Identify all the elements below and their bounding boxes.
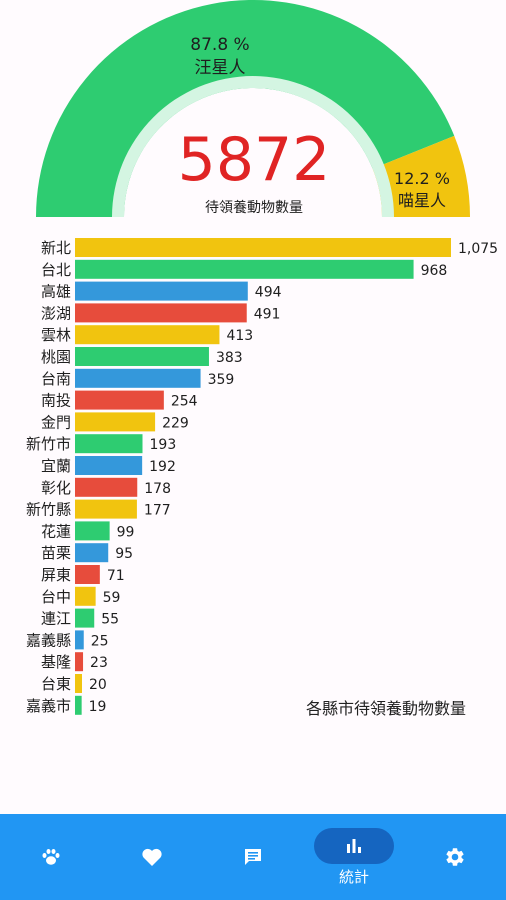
dog-share-arc	[36, 0, 455, 217]
category-label: 台南	[41, 370, 71, 388]
bar	[75, 303, 247, 323]
value-label: 19	[89, 699, 107, 715]
value-label: 25	[91, 633, 109, 649]
bar	[75, 390, 164, 410]
category-label: 新竹縣	[26, 501, 71, 519]
bottom-navigation: 統計	[0, 814, 506, 900]
nav-messages[interactable]	[203, 814, 303, 900]
category-label: 基隆	[41, 653, 71, 671]
category-label: 連江	[41, 610, 71, 628]
county-bar-chart: 新北 1,075 台北 968 高雄 494 澎湖 491 雲林 413 桃園 383 台南 359 南投 2…	[26, 238, 498, 715]
category-label: 彰化	[41, 479, 71, 497]
value-label: 383	[216, 350, 243, 366]
chart-caption: 各縣市待領養動物數量	[306, 699, 467, 718]
value-label: 178	[144, 481, 171, 497]
nav-statistics[interactable]: 統計	[304, 814, 404, 900]
value-label: 192	[149, 459, 176, 475]
category-label: 花蓮	[41, 522, 71, 540]
heart-icon	[142, 848, 162, 866]
category-label: 澎湖	[41, 304, 71, 322]
bar	[75, 238, 451, 257]
nav-favorites[interactable]	[102, 814, 202, 900]
total-label: 待領養動物數量	[205, 199, 303, 216]
value-label: 413	[226, 328, 253, 344]
value-label: 55	[101, 612, 119, 628]
cat-percent: 12.2 %	[394, 169, 450, 188]
nav-statistics-label: 統計	[338, 867, 369, 886]
bar	[75, 674, 82, 693]
bar	[75, 630, 84, 650]
dog-percent: 87.8 %	[190, 35, 249, 55]
bar	[75, 586, 96, 606]
bar	[75, 652, 84, 672]
category-label: 宜蘭	[41, 457, 71, 475]
bar	[75, 325, 220, 345]
bar	[75, 412, 156, 432]
bar	[75, 695, 82, 715]
nav-paw-pill	[11, 839, 91, 875]
value-label: 968	[421, 263, 448, 279]
value-label: 20	[89, 677, 107, 693]
value-label: 95	[115, 546, 133, 562]
value-label: 59	[103, 590, 121, 606]
bar	[75, 565, 100, 584]
dog-label: 汪星人	[195, 58, 246, 78]
bar	[75, 434, 143, 454]
cat-share-arc	[372, 135, 470, 217]
total-count: 5872	[178, 125, 331, 195]
category-label: 嘉義市	[26, 697, 71, 715]
bar	[75, 543, 109, 563]
value-label: 23	[90, 655, 108, 671]
adoption-gauge: 87.8 % 汪星人 5872 待領養動物數量 12.2 % 喵星人	[36, 0, 470, 217]
bar	[75, 259, 414, 279]
value-label: 177	[144, 503, 171, 519]
bar	[75, 347, 209, 366]
bar	[75, 368, 201, 388]
nav-statistics-pill	[314, 827, 394, 864]
value-label: 254	[171, 394, 198, 410]
nav-settings[interactable]	[405, 814, 505, 900]
chat-icon	[245, 849, 261, 865]
nav-messages-pill	[213, 839, 293, 875]
category-label: 台北	[41, 261, 71, 279]
category-label: 台中	[41, 588, 71, 606]
category-label: 苗栗	[41, 544, 71, 562]
bar	[75, 499, 137, 519]
value-label: 494	[255, 285, 282, 301]
value-label: 229	[162, 415, 189, 431]
category-label: 高雄	[41, 283, 71, 301]
nav-favorites-pill	[112, 839, 192, 875]
category-label: 台東	[41, 675, 71, 693]
nav-settings-pill	[415, 839, 495, 875]
value-label: 359	[208, 372, 235, 388]
bar	[75, 608, 95, 628]
value-label: 1,075	[458, 241, 498, 257]
bar-chart-icon	[347, 838, 361, 853]
category-label: 新竹市	[26, 435, 71, 453]
cat-label: 喵星人	[398, 191, 446, 210]
category-label: 嘉義縣	[26, 631, 71, 649]
bar	[75, 477, 138, 497]
bar	[75, 281, 248, 301]
bar	[75, 456, 143, 475]
category-label: 桃園	[41, 348, 71, 366]
category-label: 金門	[41, 413, 71, 431]
value-label: 193	[150, 437, 177, 453]
value-label: 491	[254, 306, 281, 322]
value-label: 71	[107, 568, 125, 584]
bar	[75, 521, 110, 541]
category-label: 屏東	[41, 566, 71, 584]
gear-icon	[446, 848, 464, 866]
category-label: 雲林	[41, 326, 71, 344]
paw-icon	[42, 849, 60, 865]
nav-paw[interactable]	[1, 814, 101, 900]
value-label: 99	[117, 524, 135, 540]
category-label: 南投	[41, 392, 71, 410]
category-label: 新北	[41, 239, 71, 257]
